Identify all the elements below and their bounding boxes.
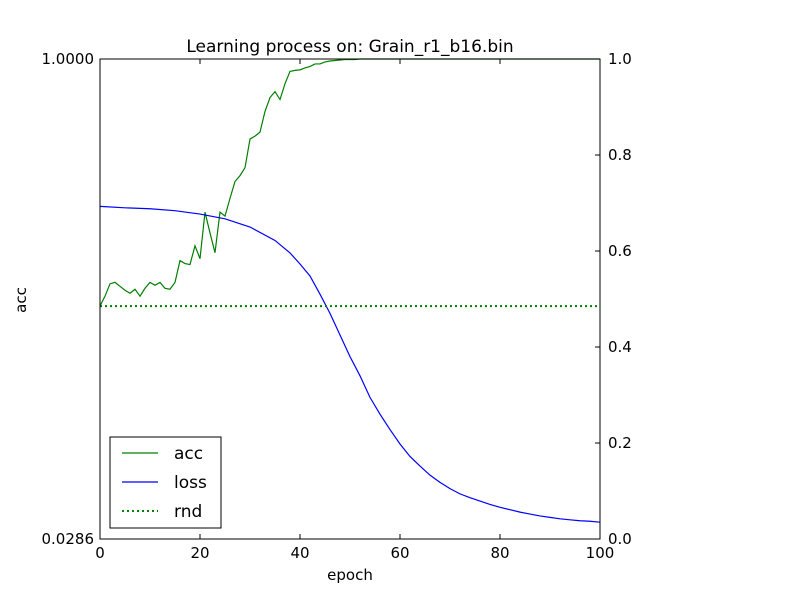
legend: acc loss rnd	[109, 436, 222, 529]
y-axis-label: acc	[12, 287, 30, 313]
x-axis-ticks: 0 20 40 60 80 100	[95, 59, 614, 562]
x-tick-label: 20	[190, 544, 209, 562]
x-tick-label: 60	[390, 544, 409, 562]
x-tick-label: 0	[95, 544, 105, 562]
y-left-axis-ticks: 1.0000 0.0286	[42, 50, 105, 548]
x-tick-label: 80	[490, 544, 509, 562]
x-tick-label: 40	[290, 544, 309, 562]
series-loss-line	[99, 205, 601, 523]
y-right-axis-ticks: 0.0 0.2 0.4 0.6 0.8 1.0	[595, 50, 632, 548]
y-right-tick-label: 0.2	[608, 434, 632, 452]
y-right-tick-label: 0.4	[608, 338, 632, 356]
x-tick-label: 100	[586, 544, 615, 562]
legend-loss-label: loss	[174, 473, 207, 493]
y-right-tick-label: 0.0	[608, 530, 632, 548]
x-axis-label: epoch	[327, 566, 373, 584]
y-right-tick-label: 1.0	[608, 50, 632, 68]
chart-title: Learning process on: Grain_r1_b16.bin	[186, 37, 513, 57]
plot-frame	[99, 58, 601, 540]
legend-rnd-label: rnd	[174, 502, 202, 522]
y-left-tick-label: 1.0000	[42, 50, 95, 68]
y-right-tick-label: 0.6	[608, 242, 632, 260]
legend-acc-label: acc	[174, 444, 203, 464]
y-left-tick-label: 0.0286	[42, 530, 95, 548]
y-right-tick-label: 0.8	[608, 146, 632, 164]
